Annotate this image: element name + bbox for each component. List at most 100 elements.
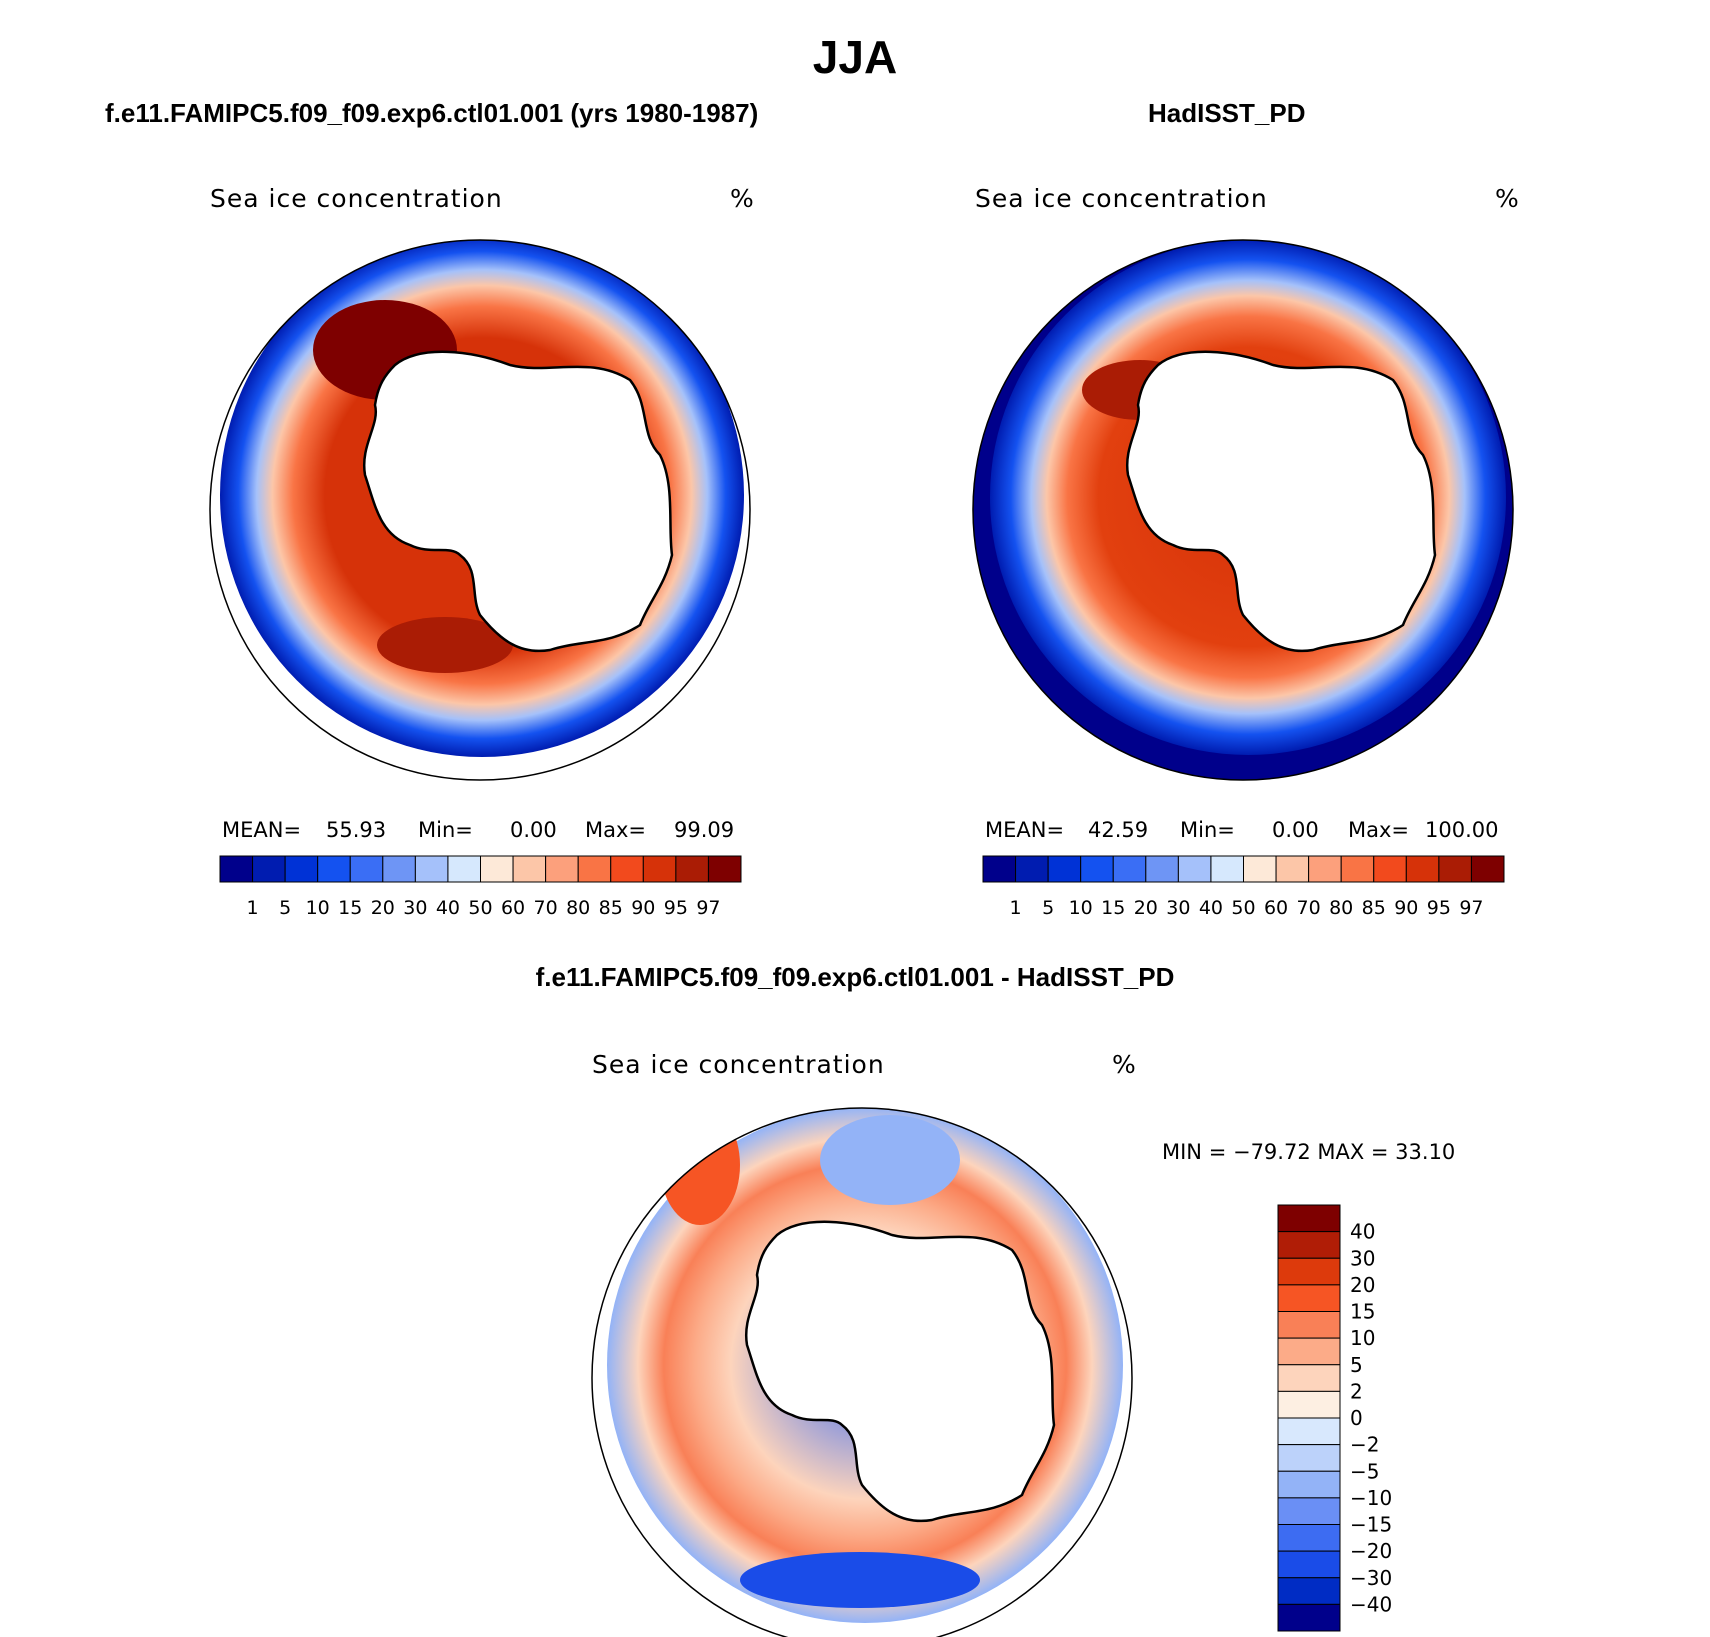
panel-3-minmax: MIN = −79.72 MAX = 33.10 (1162, 1140, 1456, 1164)
panel-1-min-value: 0.00 (510, 818, 557, 842)
panel-1-mean-label: MEAN= (222, 818, 302, 842)
panel-1-min-label: Min= (418, 818, 473, 842)
panel-2-colorbar-tick-label-1: 5 (1042, 897, 1054, 919)
panel-3-colorbar-tick-label-4: 10 (1350, 1326, 1375, 1350)
panel-2-title: HadISST_PD (1148, 98, 1306, 128)
panel-2-colorbar-tick-label-12: 90 (1394, 897, 1418, 919)
panel-2-colorbar-tick-label-13: 95 (1427, 897, 1451, 919)
panel-2-colorbar-swatch-8 (1243, 855, 1277, 883)
panel-1-mean-value: 55.93 (326, 818, 387, 842)
panel-3-title: f.e11.FAMIPC5.f09_f09.exp6.ctl01.001 - H… (535, 962, 1175, 992)
panel-2-colorbar-swatch-10 (1308, 855, 1342, 883)
panel-1-colorbar-tick-label-8: 60 (501, 897, 525, 919)
panel-3-colorbar-tick-label-9: −5 (1350, 1459, 1379, 1483)
panel-2-colorbar-swatch-7 (1210, 855, 1244, 883)
panel-3-colorbar-tick-label-5: 5 (1350, 1353, 1363, 1377)
panel-3-colorbar-tick-label-6: 2 (1350, 1379, 1363, 1403)
panel-1-colorbar-tick-label-7: 50 (468, 897, 492, 919)
panel-1-colorbar-tick-label-14: 97 (696, 897, 720, 919)
panel-1-colorbar-tick-label-10: 80 (566, 897, 590, 919)
panel-2-units: % (1495, 184, 1520, 213)
panel-1-field-name: Sea ice concentration (210, 184, 503, 213)
panel-2-colorbar-tick-label-5: 30 (1166, 897, 1190, 919)
panel-3-units: % (1112, 1050, 1137, 1079)
panel-1-colorbar-tick-label-13: 95 (664, 897, 688, 919)
panel-2-colorbar-tick-label-4: 20 (1134, 897, 1158, 919)
panel-1-colorbar-tick-label-2: 10 (306, 897, 330, 919)
panel-2-map (972, 239, 1514, 781)
panel-3-negative-patch (820, 1115, 960, 1205)
panel-3-field-name: Sea ice concentration (592, 1050, 885, 1079)
panel-2-colorbar-tick-label-8: 60 (1264, 897, 1288, 919)
panel-1-colorbar-swatch-3 (317, 855, 351, 883)
panel-1-colorbar-tick-label-0: 1 (247, 897, 259, 919)
panel-2-map-boundary (972, 239, 1514, 781)
panel-3-colorbar-swatch-7 (1277, 1390, 1341, 1419)
panel-1-colorbar: 1 5 10 15 20 30 40 50 60 70 80 85 90 95 97 (219, 855, 742, 919)
panel-3-colorbar-swatch-15 (1277, 1603, 1341, 1632)
panel-3-map-boundary (591, 1107, 1133, 1637)
panel-2-colorbar-tick-label-2: 10 (1069, 897, 1093, 919)
panel-1-colorbar-tick-label-4: 20 (371, 897, 395, 919)
panel-1-map-boundary (209, 239, 751, 781)
panel-3-colorbar-swatch-5 (1277, 1337, 1341, 1366)
panel-1-max-value: 99.09 (674, 818, 735, 842)
panel-1-colorbar-swatch-7 (447, 855, 481, 883)
panel-2-colorbar-tick-label-6: 40 (1199, 897, 1223, 919)
panel-3-colorbar-swatch-2 (1277, 1257, 1341, 1286)
panel-3-colorbar-swatch-8 (1277, 1417, 1341, 1446)
panel-1-map (209, 239, 751, 781)
panel-3-colorbar-tick-label-10: −10 (1350, 1486, 1392, 1510)
panel-3-colorbar-tick-label-12: −20 (1350, 1539, 1392, 1563)
panel-2-colorbar-swatch-6 (1177, 855, 1212, 883)
panel-2-colorbar-tick-label-0: 1 (1010, 897, 1022, 919)
panel-3-ross-negative (740, 1552, 980, 1608)
panel-2-colorbar-tick-label-9: 70 (1297, 897, 1321, 919)
panel-2-max-label: Max= (1348, 818, 1410, 842)
panel-1-colorbar-swatch-0 (219, 855, 254, 883)
panel-2-colorbar-swatch-11 (1340, 855, 1375, 883)
panel-3-colorbar-tick-label-3: 15 (1350, 1300, 1375, 1324)
panel-1-colorbar-tick-label-3: 15 (338, 897, 362, 919)
panel-3-colorbar-swatch-10 (1277, 1470, 1341, 1499)
panel-2-colorbar-tick-label-3: 15 (1101, 897, 1125, 919)
panel-2-mean-value: 42.59 (1088, 818, 1149, 842)
panel-1-colorbar-swatch-13 (642, 855, 677, 883)
panel-2-colorbar-swatch-5 (1145, 855, 1179, 883)
panel-2-field-name: Sea ice concentration (975, 184, 1268, 213)
panel-2-colorbar-swatch-2 (1047, 855, 1082, 883)
panel-2-colorbar-tick-label-10: 80 (1329, 897, 1353, 919)
panel-1-colorbar-swatch-11 (577, 855, 612, 883)
panel-1-colorbar-tick-label-6: 40 (436, 897, 460, 919)
panel-3-colorbar-swatch-14 (1277, 1577, 1341, 1605)
panel-3-colorbar-swatch-6 (1277, 1364, 1341, 1392)
panel-3-colorbar-swatch-12 (1277, 1524, 1341, 1552)
panel-2-colorbar-tick-label-7: 50 (1231, 897, 1255, 919)
panel-2-colorbar-swatch-9 (1275, 855, 1310, 883)
panel-2-mean-label: MEAN= (985, 818, 1065, 842)
panel-2-max-value: 100.00 (1425, 818, 1499, 842)
main-title: JJA (812, 31, 898, 83)
panel-3-colorbar-swatch-1 (1277, 1231, 1341, 1259)
panel-1-colorbar-tick-label-11: 85 (599, 897, 623, 919)
panel-1-colorbar-swatch-9 (512, 855, 547, 883)
panel-1-colorbar-swatch-12 (610, 855, 644, 883)
panel-1-colorbar-swatch-6 (414, 855, 449, 883)
panel-1-colorbar-swatch-15 (707, 855, 742, 883)
panel-1-colorbar-swatch-14 (675, 855, 709, 883)
panel-3-colorbar-swatch-9 (1277, 1444, 1341, 1472)
panel-3-colorbar-tick-label-7: 0 (1350, 1406, 1363, 1430)
panel-2-min-value: 0.00 (1272, 818, 1319, 842)
panel-2-min-label: Min= (1180, 818, 1235, 842)
panel-1-colorbar-swatch-2 (284, 855, 319, 883)
panel-3-colorbar-swatch-3 (1277, 1284, 1341, 1312)
panel-1-colorbar-swatch-4 (349, 855, 384, 883)
panel-1-colorbar-swatch-10 (545, 855, 579, 883)
panel-1-colorbar-swatch-5 (382, 855, 416, 883)
panel-3-colorbar-tick-label-0: 40 (1350, 1220, 1375, 1244)
panel-3-colorbar-swatch-13 (1277, 1550, 1341, 1579)
panel-2-colorbar-swatch-0 (982, 855, 1017, 883)
panel-3-colorbar-swatch-0 (1277, 1204, 1341, 1233)
panel-1-colorbar-tick-label-1: 5 (279, 897, 291, 919)
panel-3-colorbar-swatch-4 (1277, 1311, 1341, 1339)
